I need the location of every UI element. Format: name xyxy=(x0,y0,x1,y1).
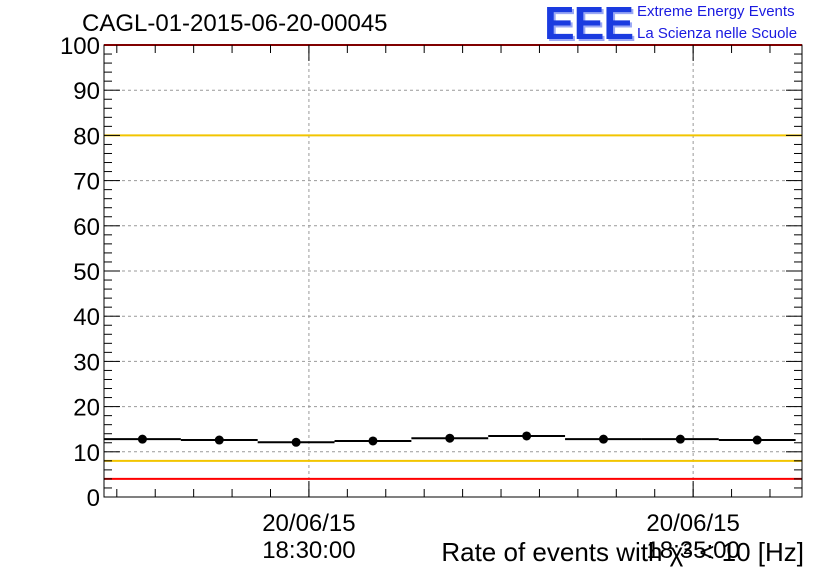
data-point xyxy=(522,431,532,441)
data-point xyxy=(598,434,608,444)
y-tick-label: 20 xyxy=(73,395,100,422)
x-axis-title: Rate of events with χ² < 10 [Hz] xyxy=(441,537,804,567)
y-tick-label: 10 xyxy=(73,440,100,467)
data-point xyxy=(291,437,301,447)
y-tick-label: 50 xyxy=(73,259,100,286)
y-tick-label: 30 xyxy=(73,349,100,376)
reference-lines xyxy=(104,44,802,480)
eee-logo-icon: EEE xyxy=(544,0,634,49)
data-point xyxy=(214,435,224,445)
data-point xyxy=(137,434,147,444)
data-point xyxy=(368,436,378,446)
logo-line-1: Extreme Energy Events xyxy=(637,3,795,20)
x-tick-time-label: 18:30:00 xyxy=(262,537,355,564)
y-tick-label: 60 xyxy=(73,214,100,241)
data-point xyxy=(445,433,455,443)
x-tick-time-label: 18:35:00 xyxy=(646,537,739,564)
data-point xyxy=(752,435,762,445)
y-tick-label: 0 xyxy=(87,485,100,512)
y-tick-label: 90 xyxy=(73,78,100,105)
logo-line-2: La Scienza nelle Scuole xyxy=(637,25,798,42)
x-tick-date-label: 20/06/15 xyxy=(262,510,355,537)
axis-ticks xyxy=(104,44,802,498)
chart-title: CAGL-01-2015-06-20-00045 xyxy=(82,10,388,37)
x-tick-date-label: 20/06/15 xyxy=(646,510,739,537)
grid xyxy=(104,45,802,497)
data-series xyxy=(104,431,796,447)
tick-labels: 010203040506070809010020/06/1518:30:0020… xyxy=(60,33,740,564)
y-tick-label: 40 xyxy=(73,304,100,331)
y-tick-label: 70 xyxy=(73,169,100,196)
y-tick-label: 100 xyxy=(60,33,100,60)
y-tick-label: 80 xyxy=(73,123,100,150)
data-point xyxy=(675,434,685,444)
